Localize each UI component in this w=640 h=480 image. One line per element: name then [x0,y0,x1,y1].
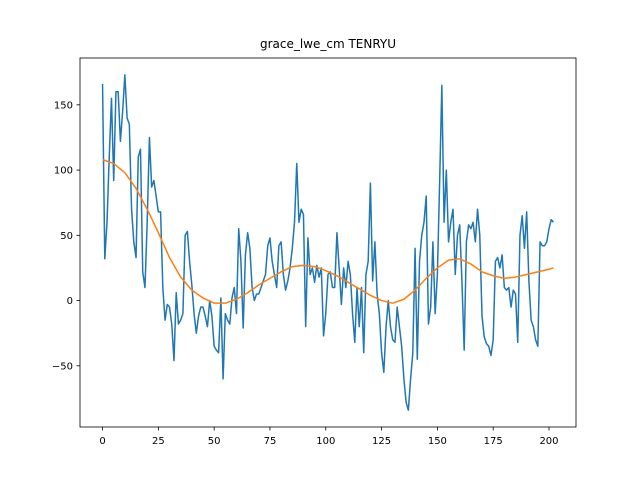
x-tick-label: 175 [484,436,503,447]
line-series [101,74,555,411]
x-tick-label: 100 [316,436,335,447]
x-tick-label: 150 [428,436,447,447]
x-tick-label: 0 [99,436,105,447]
y-tick-label: 50 [60,231,73,242]
x-tick-label: 50 [208,436,221,447]
chart-title: grace_lwe_cm TENRYU [260,37,396,51]
y-tick-label: 100 [54,166,73,177]
x-tick-label: 75 [264,436,277,447]
x-tick-label: 200 [539,436,558,447]
y-tick-label: 0 [67,296,73,307]
plot-area [101,74,555,411]
x-tick-label: 125 [372,436,391,447]
x-tick-label: 25 [152,436,165,447]
y-tick-label: 150 [54,100,73,111]
axes-frame [79,57,577,428]
line-series [102,158,554,304]
y-tick-label: −50 [52,361,73,372]
